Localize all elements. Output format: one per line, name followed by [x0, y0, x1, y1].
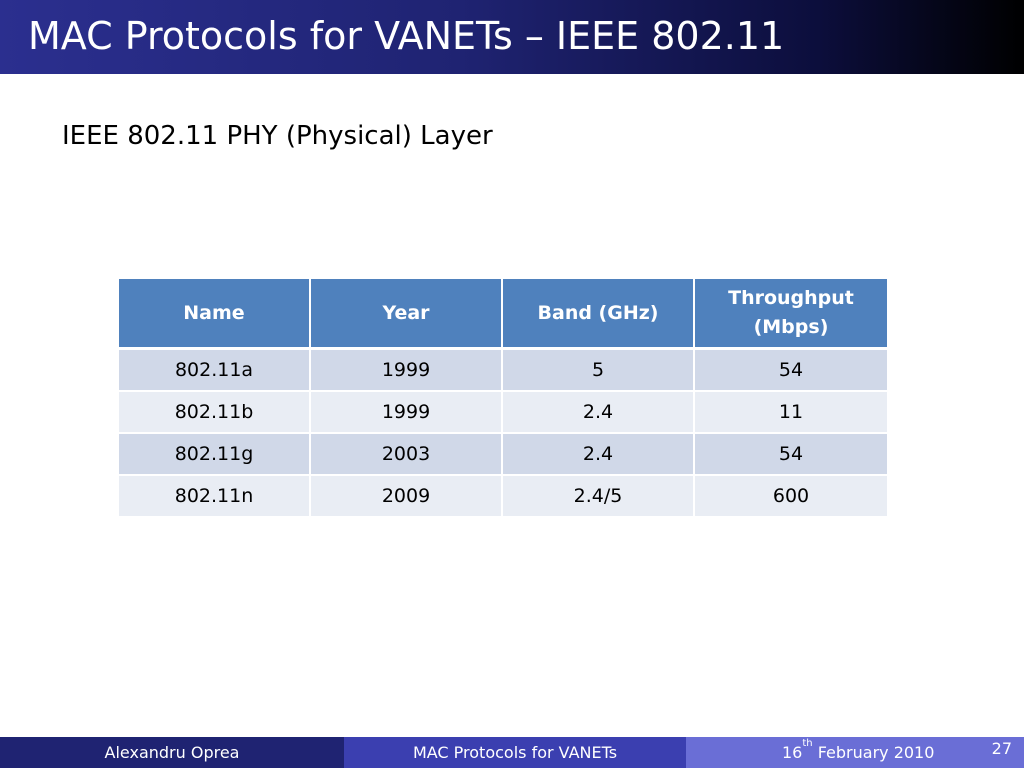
table-row: 802.11b 1999 2.4 11	[119, 392, 887, 434]
header-name: Name	[119, 279, 311, 350]
header-year: Year	[311, 279, 503, 350]
header-throughput-line1: Throughput	[728, 287, 854, 309]
title-bar: MAC Protocols for VANETs – IEEE 802.11	[0, 0, 1024, 74]
cell-throughput: 54	[695, 350, 887, 392]
table-row: 802.11n 2009 2.4/5 600	[119, 476, 887, 518]
footer-date-section: 16th February 2010 27	[686, 737, 1024, 768]
cell-name: 802.11n	[119, 476, 311, 518]
cell-band: 5	[503, 350, 695, 392]
footer-date-day: 16	[782, 743, 803, 762]
slide-title: MAC Protocols for VANETs – IEEE 802.11	[28, 14, 785, 58]
phy-standards-table: Name Year Band (GHz) Throughput (Mbps) 8…	[119, 279, 887, 518]
cell-band: 2.4/5	[503, 476, 695, 518]
cell-year: 2009	[311, 476, 503, 518]
header-throughput-line2: (Mbps)	[753, 316, 829, 338]
footer-date-suffix: th	[802, 737, 813, 749]
cell-year: 1999	[311, 392, 503, 434]
footer-presentation-title: MAC Protocols for VANETs	[344, 737, 686, 768]
cell-name: 802.11g	[119, 434, 311, 476]
header-throughput: Throughput (Mbps)	[695, 279, 887, 350]
cell-throughput: 600	[695, 476, 887, 518]
cell-year: 2003	[311, 434, 503, 476]
cell-band: 2.4	[503, 392, 695, 434]
cell-throughput: 11	[695, 392, 887, 434]
footer-date-rest: February 2010	[812, 743, 935, 762]
page-number: 27	[991, 739, 1012, 758]
slide-subtitle: IEEE 802.11 PHY (Physical) Layer	[62, 121, 493, 151]
footer-date: 16th February 2010	[782, 737, 934, 768]
cell-year: 1999	[311, 350, 503, 392]
table-row: 802.11a 1999 5 54	[119, 350, 887, 392]
table-header-row: Name Year Band (GHz) Throughput (Mbps)	[119, 279, 887, 350]
cell-name: 802.11b	[119, 392, 311, 434]
cell-band: 2.4	[503, 434, 695, 476]
footer-author: Alexandru Oprea	[0, 737, 344, 768]
slide-footer: Alexandru Oprea MAC Protocols for VANETs…	[0, 737, 1024, 768]
cell-throughput: 54	[695, 434, 887, 476]
header-band: Band (GHz)	[503, 279, 695, 350]
cell-name: 802.11a	[119, 350, 311, 392]
table-row: 802.11g 2003 2.4 54	[119, 434, 887, 476]
